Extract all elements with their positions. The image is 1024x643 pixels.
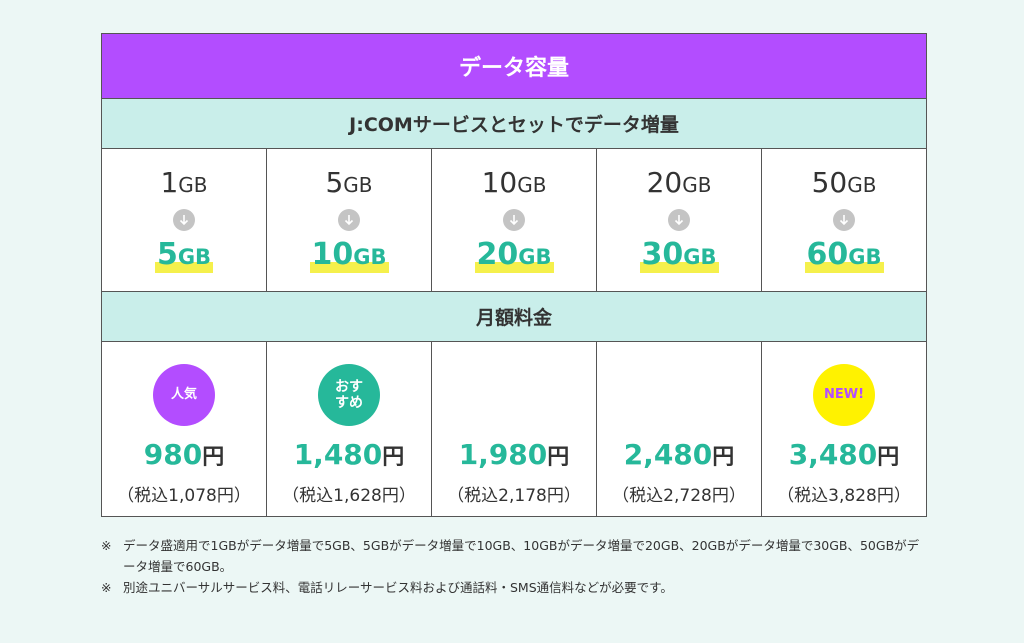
recommended-badge: おすすめ (318, 364, 380, 426)
plan-data-cell-5: 50GB 60GB (762, 149, 926, 291)
footnote-1: ※ データ盛適用で1GBがデータ増量で5GB、5GBがデータ増量で10GB、10… (101, 538, 920, 574)
data-capacity-row: 1GB 5GB 5GB 10GB 10GB 20GB 20GB 30GB 50G… (102, 149, 926, 292)
arrow-down-icon (833, 209, 855, 231)
data-after: 10GB (309, 237, 389, 273)
popular-badge: 人気 (153, 364, 215, 426)
plan-price-cell-3: 1,980円 （税込2,178円） (432, 342, 597, 516)
data-after: 30GB (639, 237, 719, 273)
price-value: 980円 (143, 438, 225, 471)
price-tax-included: （税込2,728円） (612, 486, 746, 506)
plan-price-cell-1: 人気 980円 （税込1,078円） (102, 342, 267, 516)
plan-price-cell-4: 2,480円 （税込2,728円） (597, 342, 762, 516)
price-value: 2,480円 (623, 438, 735, 471)
table-title: データ容量 (102, 34, 926, 99)
arrow-down-icon (668, 209, 690, 231)
data-before: 5GB (325, 166, 373, 199)
price-value: 1,480円 (293, 438, 405, 471)
plan-data-cell-3: 10GB 20GB (432, 149, 597, 291)
plan-data-cell-1: 1GB 5GB (102, 149, 267, 291)
data-after: 60GB (804, 237, 884, 273)
data-before: 10GB (481, 166, 547, 199)
data-after: 20GB (474, 237, 554, 273)
data-before: 20GB (646, 166, 712, 199)
footnote-2: ※ 別途ユニバーサルサービス料、電話リレーサービス料および通話料・SMS通信料な… (101, 580, 673, 595)
footnotes: ※ データ盛適用で1GBがデータ増量で5GB、5GBがデータ増量で10GB、10… (101, 535, 927, 598)
price-value: 1,980円 (458, 438, 570, 471)
plan-table: データ容量 J:COMサービスとセットでデータ増量 1GB 5GB 5GB 10… (101, 33, 927, 517)
price-row: 人気 980円 （税込1,078円） おすすめ 1,480円 （税込1,628円… (102, 342, 926, 516)
price-tax-included: （税込1,628円） (282, 486, 416, 506)
plan-price-cell-2: おすすめ 1,480円 （税込1,628円） (267, 342, 432, 516)
data-before: 1GB (160, 166, 208, 199)
price-value: 3,480円 (788, 438, 900, 471)
price-tax-included: （税込1,078円） (117, 486, 251, 506)
data-after: 5GB (154, 237, 214, 273)
plan-data-cell-4: 20GB 30GB (597, 149, 762, 291)
plan-price-cell-5: NEW! 3,480円 （税込3,828円） (762, 342, 926, 516)
arrow-down-icon (503, 209, 525, 231)
data-before: 50GB (811, 166, 877, 199)
price-tax-included: （税込2,178円） (447, 486, 581, 506)
new-badge: NEW! (813, 364, 875, 426)
price-tax-included: （税込3,828円） (777, 486, 911, 506)
arrow-down-icon (173, 209, 195, 231)
monthly-fee-header: 月額料金 (102, 292, 926, 342)
arrow-down-icon (338, 209, 360, 231)
data-increase-header: J:COMサービスとセットでデータ増量 (102, 99, 926, 149)
plan-data-cell-2: 5GB 10GB (267, 149, 432, 291)
